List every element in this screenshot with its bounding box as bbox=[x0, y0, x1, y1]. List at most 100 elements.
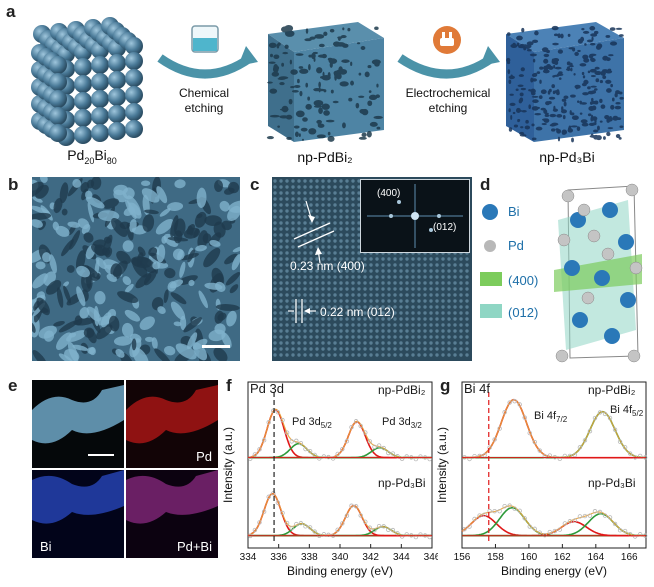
lattice-dot bbox=[345, 323, 349, 327]
ligament bbox=[66, 330, 87, 342]
eds-pd-label: Pd bbox=[196, 449, 212, 464]
lattice-dot bbox=[429, 299, 433, 303]
ligament bbox=[228, 200, 240, 213]
lattice-dot bbox=[381, 311, 385, 315]
lattice-dot bbox=[339, 317, 343, 321]
lattice-dot bbox=[291, 191, 295, 195]
lattice-dot bbox=[303, 221, 307, 225]
lattice-dot bbox=[423, 323, 427, 327]
lattice-dot bbox=[333, 209, 337, 213]
pore bbox=[531, 91, 536, 96]
lattice-dot bbox=[429, 347, 433, 351]
lattice-dot bbox=[321, 215, 325, 219]
lattice-dot bbox=[279, 227, 283, 231]
lattice-dot bbox=[447, 269, 451, 273]
lattice-dot bbox=[315, 191, 319, 195]
data-point bbox=[257, 520, 262, 525]
lattice-dot bbox=[375, 353, 379, 357]
pore bbox=[355, 102, 360, 109]
lattice-dot bbox=[405, 257, 409, 261]
pore bbox=[566, 61, 571, 66]
lattice-dot bbox=[297, 203, 301, 207]
lattice-dot bbox=[279, 215, 283, 219]
pore bbox=[374, 26, 379, 30]
data-point bbox=[607, 415, 613, 421]
lattice-dot bbox=[423, 341, 427, 345]
lattice-dot bbox=[327, 299, 331, 303]
ligament bbox=[115, 348, 125, 358]
lattice-dot bbox=[465, 323, 469, 327]
lattice-dot bbox=[339, 323, 343, 327]
lattice-annotation-012: 0.22 nm (012) bbox=[320, 305, 395, 319]
lattice-dot bbox=[297, 305, 301, 309]
ligament bbox=[86, 179, 95, 189]
lattice-dot bbox=[363, 269, 367, 273]
pore bbox=[605, 79, 612, 84]
lattice-dot bbox=[423, 293, 427, 297]
x-tick-label: 346 bbox=[424, 552, 438, 563]
lattice-dot bbox=[333, 197, 337, 201]
data-point bbox=[261, 509, 267, 514]
lattice-dot bbox=[297, 281, 301, 285]
ligament bbox=[140, 180, 151, 187]
lattice-dot bbox=[459, 281, 463, 285]
lattice-dot bbox=[291, 227, 295, 231]
lattice-dot bbox=[369, 323, 373, 327]
data-point bbox=[317, 456, 322, 461]
pore bbox=[539, 66, 544, 70]
pore bbox=[518, 99, 523, 104]
data-point bbox=[257, 447, 262, 452]
pore bbox=[554, 60, 559, 66]
lattice-dot bbox=[435, 341, 439, 345]
data-point bbox=[557, 456, 563, 462]
lattice-dot bbox=[303, 269, 307, 273]
lattice-dot bbox=[363, 305, 367, 309]
lattice-dot bbox=[315, 347, 319, 351]
lattice-dot bbox=[273, 221, 277, 225]
pd-atom bbox=[581, 291, 595, 305]
lattice-dot bbox=[441, 347, 445, 351]
pore bbox=[281, 62, 285, 67]
lattice-dot bbox=[441, 335, 445, 339]
pore bbox=[603, 136, 606, 140]
lattice-dot bbox=[345, 293, 349, 297]
pore bbox=[520, 67, 525, 72]
data-point bbox=[275, 500, 281, 505]
lattice-dot bbox=[369, 335, 373, 339]
lattice-dot bbox=[273, 215, 277, 219]
pore bbox=[328, 58, 338, 64]
ligament bbox=[231, 254, 240, 271]
lattice-dot bbox=[297, 221, 301, 225]
ligament bbox=[94, 291, 106, 305]
pore bbox=[609, 115, 612, 119]
ligament bbox=[154, 348, 171, 361]
lattice-dot bbox=[273, 263, 277, 267]
lattice-dot bbox=[321, 221, 325, 225]
lattice-dot bbox=[309, 323, 313, 327]
lattice-dot bbox=[351, 269, 355, 273]
lattice-dot bbox=[375, 311, 379, 315]
lattice-dot bbox=[321, 341, 325, 345]
lattice-dot bbox=[375, 347, 379, 351]
bi4f-series-top: np-PdBi₂ bbox=[588, 383, 636, 397]
lattice-dot bbox=[321, 281, 325, 285]
pore bbox=[610, 83, 613, 88]
lattice-dot bbox=[417, 311, 421, 315]
lattice-dot bbox=[279, 353, 283, 357]
eds-scale-bar bbox=[88, 454, 114, 456]
pore bbox=[618, 137, 622, 140]
data-point bbox=[363, 519, 368, 524]
data-point bbox=[602, 513, 608, 518]
lattice-dot bbox=[273, 179, 277, 183]
lattice-dot bbox=[285, 323, 289, 327]
data-point bbox=[386, 527, 391, 532]
lattice-dot bbox=[291, 299, 295, 303]
lattice-dot bbox=[285, 317, 289, 321]
lattice-dot bbox=[399, 287, 403, 291]
lattice-dot bbox=[285, 245, 289, 249]
lattice-dot bbox=[411, 335, 415, 339]
pore bbox=[584, 43, 587, 46]
lattice-dot bbox=[357, 185, 361, 189]
lattice-dot bbox=[327, 341, 331, 345]
lattice-dot bbox=[381, 287, 385, 291]
